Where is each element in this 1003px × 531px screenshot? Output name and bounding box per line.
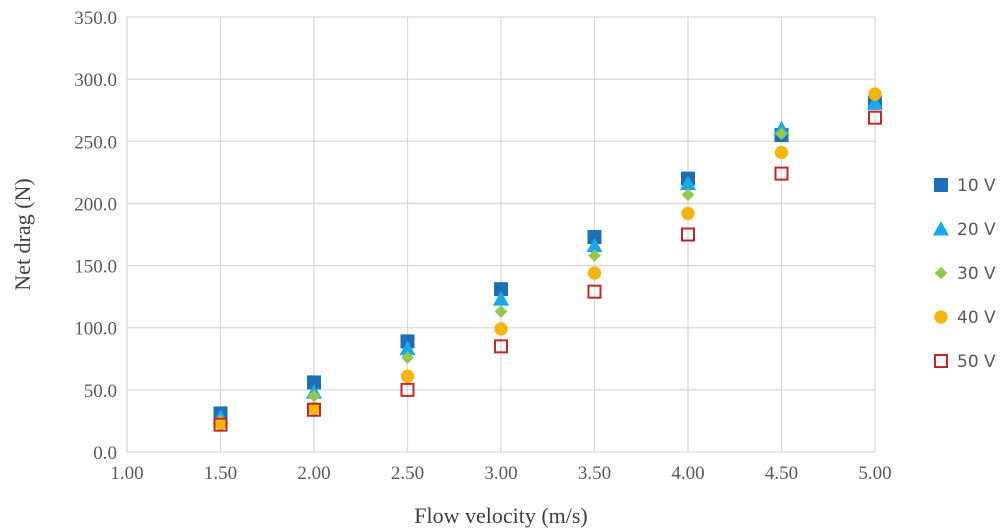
- y-tick-label: 300.0: [74, 70, 117, 91]
- legend-marker: [934, 178, 948, 192]
- data-points: [212, 87, 884, 432]
- y-tick-label: 150.0: [74, 257, 117, 278]
- data-point: [587, 229, 602, 244]
- data-point: [492, 291, 510, 306]
- data-point: [494, 322, 508, 336]
- data-point: [774, 166, 789, 181]
- data-point: [866, 94, 884, 110]
- gridlines: [126, 16, 876, 453]
- legend-label: 40 V: [957, 308, 996, 328]
- y-tick-label: 0.0: [93, 443, 117, 464]
- data-point: [213, 416, 228, 431]
- data-point: [774, 145, 789, 160]
- data-point: [587, 284, 602, 299]
- legend-label: 30 V: [957, 264, 996, 284]
- x-axis-title: Flow velocity (m/s): [414, 503, 588, 528]
- data-point: [494, 282, 508, 297]
- y-tick-label: 100.0: [74, 319, 117, 340]
- data-point: [681, 227, 695, 242]
- data-point: [868, 110, 882, 125]
- data-point: [400, 369, 415, 383]
- data-point: [587, 266, 602, 280]
- legend-marker: [934, 266, 948, 280]
- x-tick-label: 5.00: [858, 463, 891, 484]
- legend-item[interactable]: 40 V: [934, 308, 996, 328]
- data-point: [775, 127, 788, 141]
- x-tick-label: 2.50: [391, 463, 424, 484]
- data-point: [679, 175, 697, 190]
- legend-marker: [934, 310, 948, 324]
- x-tick-label: 3.00: [484, 463, 517, 484]
- x-tick-label: 1.50: [204, 463, 237, 484]
- data-point: [307, 402, 321, 417]
- data-point: [681, 206, 695, 221]
- x-tick-label: 3.50: [578, 463, 611, 484]
- data-point: [494, 339, 508, 354]
- x-tick-label: 2.00: [297, 463, 330, 484]
- data-point: [868, 87, 882, 101]
- data-point: [401, 351, 414, 364]
- legend-item[interactable]: 10 V: [934, 176, 996, 196]
- x-tick-label: 4.50: [765, 463, 798, 484]
- legend-item[interactable]: 30 V: [934, 264, 996, 284]
- data-point: [399, 340, 416, 356]
- legend-label: 20 V: [957, 220, 996, 240]
- x-tick-label: 1.00: [110, 463, 143, 484]
- data-point: [494, 305, 508, 318]
- y-tick-label: 350.0: [74, 8, 117, 29]
- data-point: [588, 249, 601, 262]
- data-point: [681, 188, 695, 202]
- data-point: [307, 389, 321, 403]
- data-point: [307, 375, 321, 390]
- data-point: [213, 417, 228, 432]
- legend-label: 10 V: [957, 176, 996, 196]
- y-tick-label: 200.0: [74, 194, 117, 215]
- tick-labels: 1.00 1.50 2.00 2.50 3.00 3.50 4.00 4.50 5.00 0.0 5…: [74, 8, 891, 484]
- legend-item[interactable]: 50 V: [934, 352, 996, 372]
- legend-item[interactable]: 20 V: [932, 220, 996, 240]
- legend-marker: [932, 220, 950, 236]
- legend[interactable]: 10 V 20 V 30 V 40 V 50 V: [932, 176, 996, 372]
- legend-label: 50 V: [957, 352, 996, 372]
- y-tick-label: 250.0: [74, 132, 117, 153]
- y-tick-label: 50.0: [84, 381, 117, 402]
- y-axis-title: Net drag (N): [10, 178, 35, 290]
- data-point: [586, 237, 603, 253]
- data-point: [400, 382, 415, 397]
- data-point: [307, 401, 321, 416]
- x-tick-label: 4.00: [671, 463, 704, 484]
- legend-marker: [934, 354, 948, 368]
